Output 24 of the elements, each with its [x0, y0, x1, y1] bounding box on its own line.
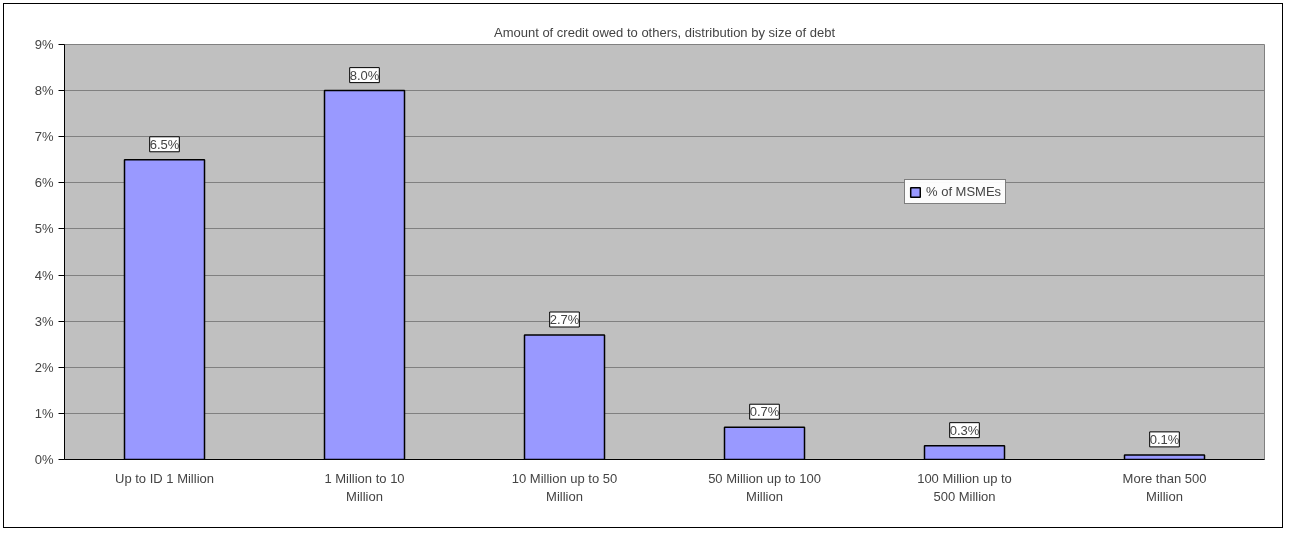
x-tick-label: 50 Million up to 100 Million [708, 470, 821, 504]
x-tick-label: 100 Million up to 500 Million [917, 470, 1012, 504]
y-tick-label: 1% [34, 405, 54, 421]
x-tick-label: 1 Million to 10 Million [324, 470, 405, 504]
y-tick-label: 0% [34, 452, 54, 467]
y-tick-label: 5% [34, 221, 54, 237]
data-label: 6.5% [149, 136, 180, 152]
y-tick-label: 8% [34, 83, 54, 99]
data-label: 0.1% [1149, 431, 1180, 447]
data-label: 0.7% [749, 404, 780, 420]
x-tick-label: 10 Million up to 50 Million [511, 470, 618, 504]
y-tick-label: 9% [34, 37, 54, 52]
data-label: 2.7% [549, 312, 580, 327]
chart-title: Amount of credit owed to others, distribution by size of debt [493, 24, 836, 40]
legend-label: % of MSMEs [926, 184, 1002, 199]
y-tick-label: 2% [34, 359, 54, 375]
data-label: 8.0% [349, 67, 380, 83]
y-tick-label: 3% [34, 313, 54, 329]
x-tick-label: More than 500 Million [1122, 470, 1207, 504]
y-tick-label: 7% [34, 129, 54, 145]
x-tick-label: Up to ID 1 Million [115, 470, 214, 486]
data-label: 0.3% [949, 422, 980, 438]
y-tick-label: 6% [34, 175, 54, 191]
y-tick-label: 4% [34, 267, 54, 283]
